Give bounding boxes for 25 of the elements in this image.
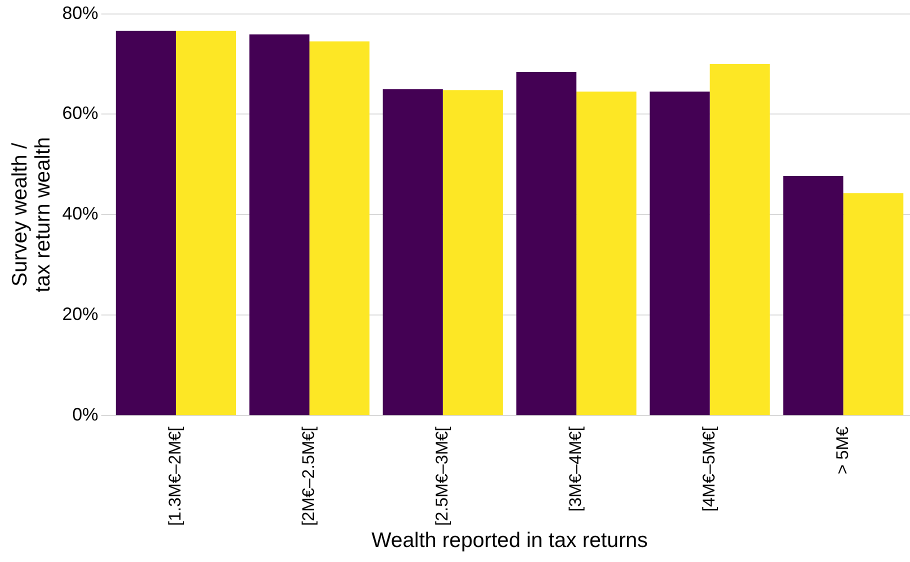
- x-tick-label: [2.5M€–3M€[: [432, 426, 452, 526]
- bar: [176, 30, 236, 416]
- bar: [650, 92, 710, 416]
- bar: [710, 64, 770, 416]
- bar: [249, 34, 310, 416]
- bar: [116, 30, 176, 416]
- x-tick-label: > 5M€: [832, 426, 852, 474]
- bar: [309, 41, 370, 416]
- bar: [843, 193, 904, 416]
- bar: [516, 72, 576, 416]
- bar: [382, 89, 443, 416]
- y-axis-title: Survey wealth / tax return wealth: [8, 137, 54, 292]
- bar: [576, 92, 636, 416]
- bar: [783, 176, 844, 416]
- y-tick-label: 40%: [62, 204, 98, 224]
- y-tick-label: 80%: [62, 2, 98, 23]
- bar: [442, 90, 503, 416]
- x-tick-label: [2M€–2.5M€[: [299, 426, 318, 526]
- y-tick-label: 0%: [72, 404, 98, 425]
- y-tick-label: 20%: [62, 304, 98, 324]
- x-axis-title: Wealth reported in tax returns: [371, 529, 648, 552]
- y-tick-label: 60%: [62, 103, 98, 124]
- x-tick-label: [4M€–5M€[: [699, 426, 718, 512]
- x-tick-label: [3M€–4M€[: [566, 426, 586, 512]
- x-tick-label: [1.3M€–2M€[: [166, 426, 185, 526]
